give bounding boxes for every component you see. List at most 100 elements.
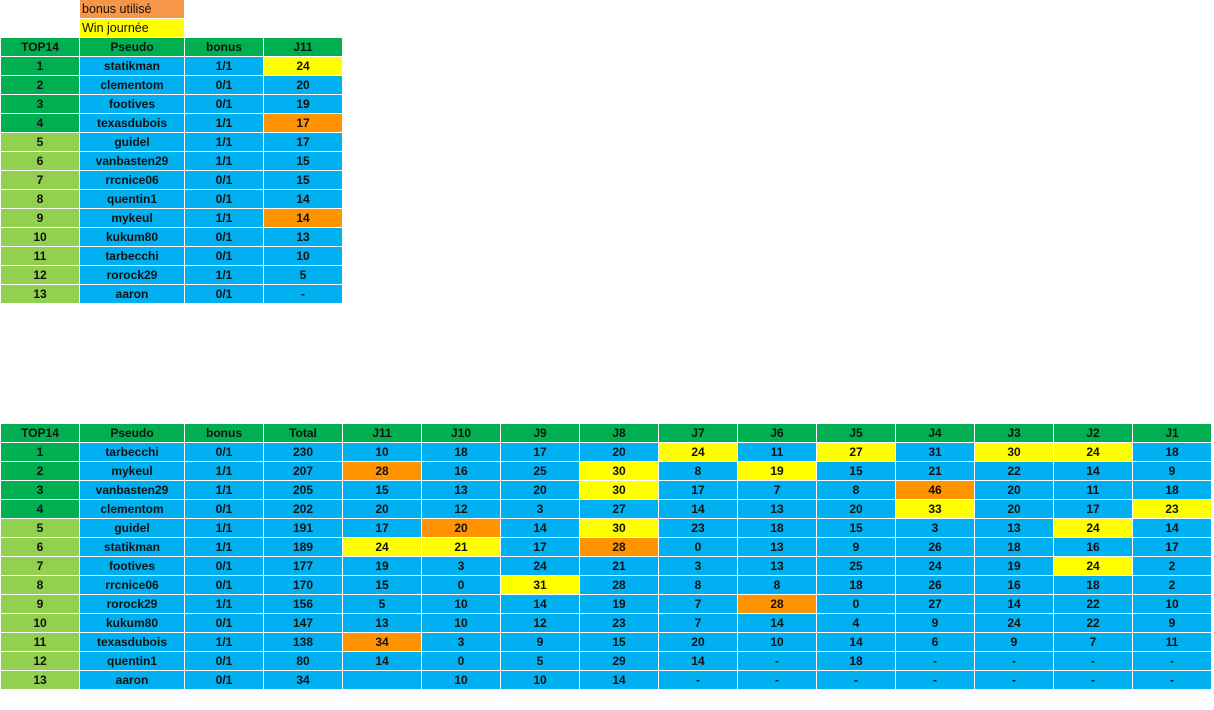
score-cell-j4: 24 <box>895 556 975 576</box>
current-day-ranking-table: TOP14 Pseudo bonus J11 1 statikman 1/1 24 2 clem… <box>0 37 343 304</box>
score-cell-j3: 30 <box>974 442 1054 462</box>
bonus-cell: 0/1 <box>184 670 264 690</box>
rank-cell: 4 <box>0 113 80 133</box>
pseudo-cell: rrcnice06 <box>79 575 185 595</box>
score-cell-j7: 17 <box>658 480 738 500</box>
bonus-cell: 0/1 <box>184 651 264 671</box>
pseudo-cell: vanbasten29 <box>79 151 185 171</box>
pseudo-cell: mykeul <box>79 208 185 228</box>
score-cell-j9: 25 <box>500 461 580 481</box>
score-cell-j7: 14 <box>658 499 738 519</box>
score-cell-j9: 5 <box>500 651 580 671</box>
rank-cell: 7 <box>0 170 80 190</box>
table-row: 2 mykeul 1/1 207 28 16 25 30 8 19 15 21 22 14 9 <box>0 461 1212 481</box>
pseudo-cell: guidel <box>79 132 185 152</box>
table-row: 7 rrcnice06 0/1 15 <box>0 170 343 190</box>
score-cell-j9: 20 <box>500 480 580 500</box>
table-row: 8 quentin1 0/1 14 <box>0 189 343 209</box>
score-cell-j8: 28 <box>579 575 659 595</box>
table-row: 6 statikman 1/1 189 24 21 17 28 0 13 9 26 18 16 17 <box>0 537 1212 557</box>
score-cell-j6: - <box>737 670 817 690</box>
score-cell-j2: 22 <box>1053 613 1133 633</box>
total-cell: 189 <box>263 537 343 557</box>
score-cell-j8: 30 <box>579 461 659 481</box>
legend-bonus-used: bonus utilisé <box>80 0 184 18</box>
score-cell-j9: 12 <box>500 613 580 633</box>
score-cell-j9: 9 <box>500 632 580 652</box>
column-header-j4: J4 <box>895 423 975 443</box>
pseudo-cell: vanbasten29 <box>79 480 185 500</box>
score-cell-j1: 9 <box>1132 461 1212 481</box>
bonus-cell: 1/1 <box>184 56 264 76</box>
column-header-j9: J9 <box>500 423 580 443</box>
score-cell-j8: 21 <box>579 556 659 576</box>
score-cell-j7: 7 <box>658 613 738 633</box>
column-header-j7: J7 <box>658 423 738 443</box>
score-cell-j7: 23 <box>658 518 738 538</box>
score-cell-j3: 18 <box>974 537 1054 557</box>
table-row: 6 vanbasten29 1/1 15 <box>0 151 343 171</box>
pseudo-cell: footives <box>79 556 185 576</box>
score-cell-j5: 15 <box>816 518 896 538</box>
bonus-cell: 1/1 <box>184 537 264 557</box>
bonus-cell: 1/1 <box>184 518 264 538</box>
score-cell-j7: 24 <box>658 442 738 462</box>
score-cell-j10: 18 <box>421 442 501 462</box>
score-cell-j5: 20 <box>816 499 896 519</box>
table-row: 10 kukum80 0/1 13 <box>0 227 343 247</box>
score-cell-j10: 12 <box>421 499 501 519</box>
bonus-cell: 1/1 <box>184 461 264 481</box>
pseudo-cell: tarbecchi <box>79 246 185 266</box>
score-cell-j7: 14 <box>658 651 738 671</box>
pseudo-cell: aaron <box>79 670 185 690</box>
score-cell-j6: 8 <box>737 575 817 595</box>
score-cell-j6: 18 <box>737 518 817 538</box>
score-cell-j11 <box>342 670 422 690</box>
score-cell-j9: 10 <box>500 670 580 690</box>
column-header-top14: TOP14 <box>0 37 80 57</box>
bonus-cell: 1/1 <box>184 132 264 152</box>
score-cell-j11: 14 <box>342 651 422 671</box>
score-cell-j11: 19 <box>342 556 422 576</box>
score-cell-j9: 17 <box>500 537 580 557</box>
score-cell-j8: 23 <box>579 613 659 633</box>
score-cell-j10: 0 <box>421 651 501 671</box>
score-cell-j5: 25 <box>816 556 896 576</box>
pseudo-cell: rorock29 <box>79 265 185 285</box>
score-cell-j11: - <box>263 284 343 304</box>
score-cell-j5: 18 <box>816 575 896 595</box>
total-cell: 170 <box>263 575 343 595</box>
score-cell-j2: 11 <box>1053 480 1133 500</box>
column-header-top14: TOP14 <box>0 423 80 443</box>
score-cell-j1: - <box>1132 670 1212 690</box>
total-cell: 156 <box>263 594 343 614</box>
score-cell-j10: 10 <box>421 613 501 633</box>
rank-cell: 12 <box>0 651 80 671</box>
column-header-bonus: bonus <box>184 37 264 57</box>
score-cell-j9: 14 <box>500 518 580 538</box>
bonus-cell: 1/1 <box>184 113 264 133</box>
bonus-cell: 1/1 <box>184 480 264 500</box>
bonus-cell: 0/1 <box>184 442 264 462</box>
table-row: 2 clementom 0/1 20 <box>0 75 343 95</box>
score-cell-j11: 15 <box>263 151 343 171</box>
score-cell-j11: 14 <box>263 208 343 228</box>
season-ranking-table: TOP14 Pseudo bonus Total J11 J10 J9 J8 J7 J6 J5 J4 J… <box>0 423 1212 690</box>
column-header-j2: J2 <box>1053 423 1133 443</box>
score-cell-j1: 11 <box>1132 632 1212 652</box>
pseudo-cell: tarbecchi <box>79 442 185 462</box>
table-row: 1 tarbecchi 0/1 230 10 18 17 20 24 11 27 31 30 24 18 <box>0 442 1212 462</box>
pseudo-cell: kukum80 <box>79 227 185 247</box>
score-cell-j11: 15 <box>342 575 422 595</box>
score-cell-j1: 23 <box>1132 499 1212 519</box>
score-cell-j11: 28 <box>342 461 422 481</box>
score-cell-j9: 14 <box>500 594 580 614</box>
score-cell-j11: 10 <box>263 246 343 266</box>
pseudo-cell: statikman <box>79 56 185 76</box>
score-cell-j3: 22 <box>974 461 1054 481</box>
bonus-cell: 0/1 <box>184 556 264 576</box>
rank-cell: 3 <box>0 94 80 114</box>
score-cell-j5: 4 <box>816 613 896 633</box>
bonus-cell: 0/1 <box>184 284 264 304</box>
score-cell-j11: 10 <box>342 442 422 462</box>
